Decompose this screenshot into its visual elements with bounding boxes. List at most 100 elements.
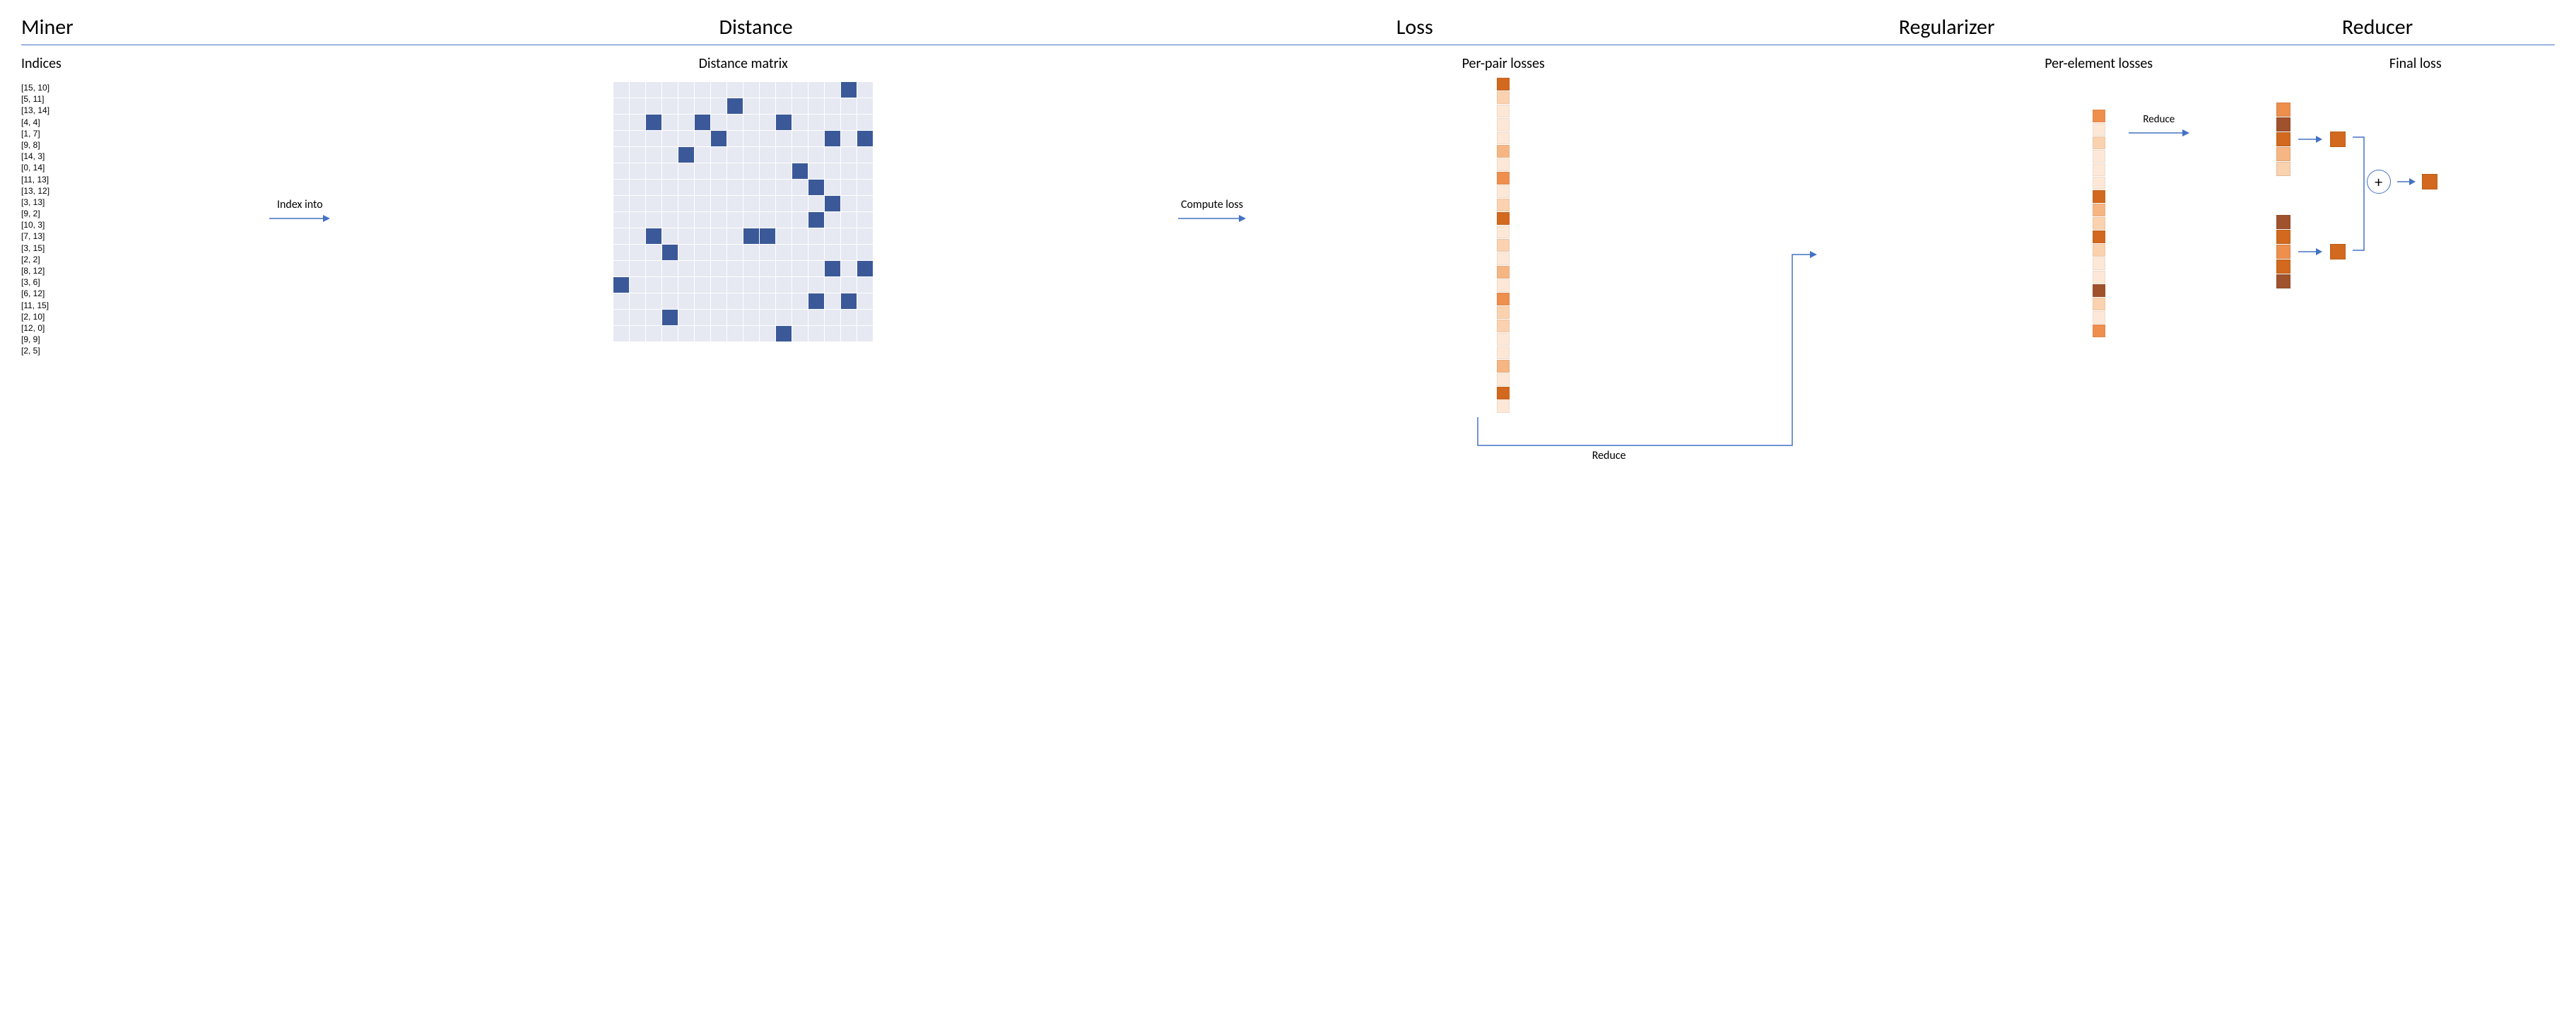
connector-lines [2353, 109, 2374, 257]
matrix-cell [825, 212, 840, 228]
matrix-cell [711, 82, 727, 98]
matrix-cell [841, 82, 857, 98]
matrix-cell [613, 196, 629, 211]
matrix-cell [613, 245, 629, 260]
matrix-cell [792, 245, 808, 260]
index-pair: [11, 13] [21, 174, 49, 185]
index-pair: [2, 5] [21, 345, 49, 356]
label-compute-loss: Compute loss [1181, 198, 1243, 211]
matrix-cell [678, 245, 694, 260]
matrix-cell [792, 326, 808, 341]
matrix-cell [662, 180, 678, 195]
matrix-cell [776, 261, 792, 276]
matrix-cell [760, 82, 775, 98]
matrix-cell [678, 212, 694, 228]
matrix-cell [808, 196, 824, 211]
matrix-cell [613, 228, 629, 244]
loss-cell [1497, 185, 1510, 198]
matrix-cell [792, 212, 808, 228]
loss-cell [1497, 266, 1510, 279]
reduced-cell [2276, 274, 2290, 288]
matrix-cell [711, 261, 727, 276]
reduced-cell [2276, 132, 2290, 146]
matrix-cell [792, 310, 808, 325]
matrix-cell [695, 196, 710, 211]
matrix-cell [825, 180, 840, 195]
matrix-cell [727, 82, 743, 98]
index-pair: [4, 4] [21, 117, 49, 128]
loss-cell [2093, 325, 2105, 337]
reduced-cell [2276, 245, 2290, 259]
matrix-cell [808, 310, 824, 325]
matrix-cell [825, 310, 840, 325]
matrix-cell [776, 163, 792, 179]
sub-indices: Indices [21, 55, 199, 72]
matrix-cell [678, 180, 694, 195]
matrix-cell [743, 261, 759, 276]
matrix-cell [841, 147, 857, 163]
matrix-cell [678, 261, 694, 276]
index-pair: [2, 10] [21, 311, 49, 322]
matrix-cell [857, 82, 873, 98]
matrix-cell [808, 180, 824, 195]
matrix-cell [630, 82, 645, 98]
matrix-cell [841, 180, 857, 195]
matrix-cell [630, 147, 645, 163]
matrix-cell [646, 196, 661, 211]
matrix-cell [646, 310, 661, 325]
matrix-cell [841, 131, 857, 146]
label-index-into: Index into [277, 198, 323, 211]
matrix-cell [760, 277, 775, 293]
matrix-cell [743, 82, 759, 98]
matrix-cell [711, 98, 727, 114]
matrix-cell [646, 261, 661, 276]
loss-cell [2093, 150, 2105, 163]
matrix-cell [825, 326, 840, 341]
loss-cell [1497, 239, 1510, 252]
loss-cell [1497, 333, 1510, 346]
matrix-cell [695, 293, 710, 309]
matrix-cell [695, 277, 710, 293]
matrix-cell [857, 115, 873, 130]
matrix-cell [841, 326, 857, 341]
matrix-cell [792, 261, 808, 276]
matrix-cell [808, 228, 824, 244]
matrix-cell [646, 245, 661, 260]
arrow-icon [2298, 134, 2323, 145]
matrix-cell [776, 228, 792, 244]
loss-cell [1497, 78, 1510, 90]
matrix-cell [711, 131, 727, 146]
arrow-icon [1177, 211, 1247, 226]
matrix-cell [630, 277, 645, 293]
loss-cell [1497, 306, 1510, 319]
matrix-cell [808, 98, 824, 114]
loss-cell [1497, 346, 1510, 359]
matrix-cell [743, 326, 759, 341]
sub-per-elem: Per-element losses [1922, 55, 2276, 72]
matrix-cell [857, 163, 873, 179]
index-pair: [2, 2] [21, 254, 49, 265]
matrix-cell [808, 293, 824, 309]
matrix-cell [760, 98, 775, 114]
matrix-cell [613, 180, 629, 195]
matrix-cell [776, 82, 792, 98]
matrix-cell [678, 293, 694, 309]
matrix-cell [662, 147, 678, 163]
index-pair: [15, 10] [21, 82, 49, 93]
matrix-cell [678, 163, 694, 179]
index-pair: [13, 12] [21, 185, 49, 197]
matrix-cell [792, 82, 808, 98]
matrix-cell [662, 212, 678, 228]
arrow-icon [2298, 246, 2323, 257]
matrix-cell [857, 293, 873, 309]
matrix-cell [662, 98, 678, 114]
matrix-cell [695, 82, 710, 98]
loss-cell [2093, 311, 2105, 324]
matrix-cell [727, 326, 743, 341]
matrix-cell [792, 131, 808, 146]
header-row: Miner Distance Loss Regularizer Reducer [21, 14, 2555, 45]
loss-cell [2093, 298, 2105, 310]
matrix-cell [776, 196, 792, 211]
matrix-cell [727, 212, 743, 228]
matrix-cell [792, 180, 808, 195]
